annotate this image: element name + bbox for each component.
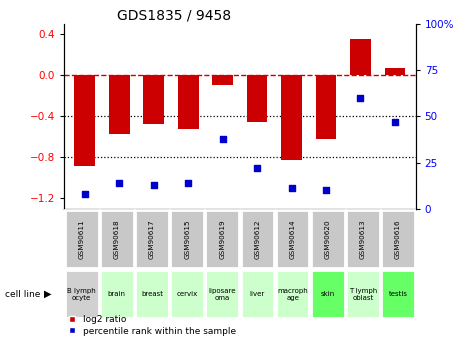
Text: breast: breast — [141, 291, 163, 297]
Text: GSM90617: GSM90617 — [149, 219, 155, 259]
Bar — [178, 76, 199, 129]
FancyBboxPatch shape — [205, 270, 239, 318]
Text: liposare
oma: liposare oma — [209, 288, 236, 300]
Bar — [281, 76, 302, 159]
FancyBboxPatch shape — [100, 210, 134, 268]
Point — [184, 180, 192, 186]
Text: GSM90616: GSM90616 — [395, 219, 401, 259]
FancyBboxPatch shape — [170, 270, 204, 318]
Text: cervix: cervix — [177, 291, 198, 297]
Bar — [247, 76, 267, 121]
Point — [81, 191, 89, 197]
Bar — [143, 76, 164, 124]
FancyBboxPatch shape — [65, 270, 99, 318]
FancyBboxPatch shape — [240, 210, 275, 268]
Text: skin: skin — [321, 291, 335, 297]
FancyBboxPatch shape — [346, 270, 380, 318]
Point — [322, 187, 330, 193]
FancyBboxPatch shape — [135, 210, 169, 268]
Text: macroph
age: macroph age — [277, 288, 308, 300]
Text: testis: testis — [389, 291, 408, 297]
Text: GSM90615: GSM90615 — [184, 219, 190, 259]
Text: GSM90611: GSM90611 — [79, 219, 85, 259]
Bar — [212, 76, 233, 85]
Point — [391, 119, 399, 125]
FancyBboxPatch shape — [240, 270, 275, 318]
FancyBboxPatch shape — [100, 270, 134, 318]
FancyBboxPatch shape — [276, 270, 310, 318]
Text: cell line: cell line — [5, 289, 40, 299]
Point — [357, 95, 364, 101]
Text: GSM90614: GSM90614 — [290, 219, 295, 259]
Text: ▶: ▶ — [44, 289, 51, 299]
FancyBboxPatch shape — [381, 210, 415, 268]
Text: brain: brain — [108, 291, 126, 297]
Text: GSM90619: GSM90619 — [219, 219, 225, 259]
Point — [219, 136, 227, 141]
FancyBboxPatch shape — [170, 210, 204, 268]
FancyBboxPatch shape — [65, 210, 99, 268]
FancyBboxPatch shape — [311, 210, 345, 268]
Text: GSM90612: GSM90612 — [255, 219, 260, 259]
FancyBboxPatch shape — [276, 210, 310, 268]
FancyBboxPatch shape — [205, 210, 239, 268]
Bar — [385, 68, 405, 76]
Bar — [75, 76, 95, 166]
Point — [115, 180, 123, 186]
Text: GSM90613: GSM90613 — [360, 219, 366, 259]
Bar — [350, 39, 371, 76]
Text: B lymph
ocyte: B lymph ocyte — [67, 288, 96, 300]
FancyBboxPatch shape — [135, 270, 169, 318]
Text: liver: liver — [250, 291, 265, 297]
Point — [150, 182, 158, 187]
Text: T lymph
oblast: T lymph oblast — [349, 288, 377, 300]
Text: GDS1835 / 9458: GDS1835 / 9458 — [117, 9, 231, 23]
Point — [288, 186, 295, 191]
FancyBboxPatch shape — [311, 270, 345, 318]
FancyBboxPatch shape — [381, 270, 415, 318]
Text: GSM90618: GSM90618 — [114, 219, 120, 259]
FancyBboxPatch shape — [346, 210, 380, 268]
Bar — [109, 76, 130, 134]
Point — [253, 165, 261, 171]
Bar — [316, 76, 336, 139]
Text: GSM90620: GSM90620 — [325, 219, 331, 259]
Legend: log2 ratio, percentile rank within the sample: log2 ratio, percentile rank within the s… — [69, 315, 236, 336]
